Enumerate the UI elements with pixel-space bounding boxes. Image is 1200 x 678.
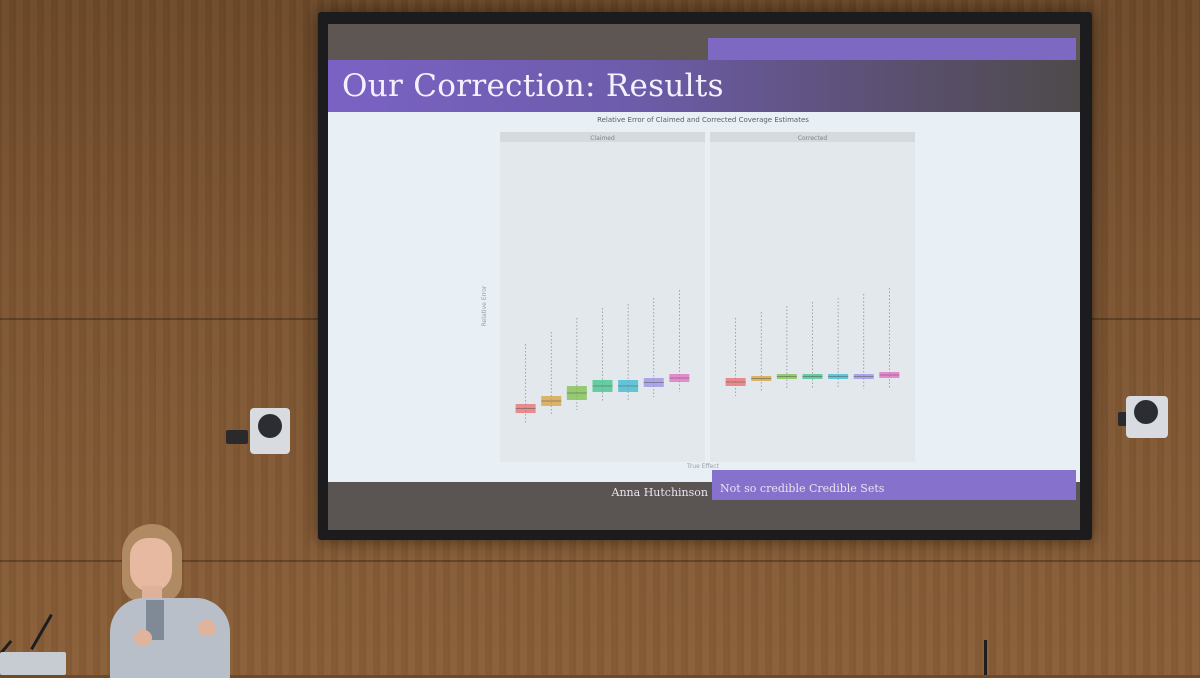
x-axis-label: True Effect [686,463,720,470]
footer-talk-title: Not so credible Credible Sets [720,482,885,495]
panel-label: Corrected [798,135,828,142]
boxplot-chart: Relative Error of Claimed and Corrected … [478,116,928,476]
microphone [984,640,987,675]
presenter-hand [198,620,216,636]
laptop [0,652,66,675]
presenter-hand [134,630,152,646]
chart-title: Relative Error of Claimed and Corrected … [597,116,809,124]
camera-mount [226,430,248,444]
slide-title: Our Correction: Results [342,68,724,104]
footer-author: Anna Hutchinson [611,486,708,499]
panel-strip [500,132,705,142]
right-camera [1118,394,1174,440]
slide: Our Correction: Results Relative Error o… [328,24,1080,530]
presenter-scarf [146,600,164,640]
presenter-torso [110,598,230,678]
boxplot-svg: Claimed Corrected Relative Error True Effec… [481,132,915,470]
camera-lens [1134,400,1158,424]
y-axis-label: Relative Error [481,285,488,326]
slide-title-bar [328,60,1080,112]
panel-strip [710,132,915,142]
camera-lens [258,414,282,438]
panel-background [500,142,705,462]
slide-footer-accent [712,470,1076,500]
presenter-face [130,538,172,592]
panel-label: Claimed [590,135,615,142]
left-camera [226,404,292,456]
presenter [100,520,250,678]
wall-seam [0,560,1200,562]
slide-top-accent [708,38,1076,60]
